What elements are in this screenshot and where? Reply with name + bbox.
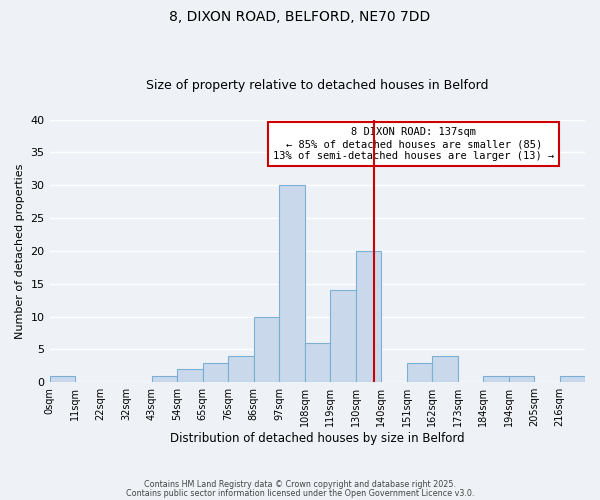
Bar [432,356,458,382]
Bar [305,343,330,382]
Bar [50,376,75,382]
Bar [228,356,254,382]
Bar [254,316,279,382]
Text: 8 DIXON ROAD: 137sqm
← 85% of detached houses are smaller (85)
13% of semi-detac: 8 DIXON ROAD: 137sqm ← 85% of detached h… [273,128,554,160]
Bar [560,376,585,382]
Bar [509,376,534,382]
Bar [330,290,356,382]
Bar [407,362,432,382]
Bar [483,376,509,382]
Bar [152,376,177,382]
Bar [279,185,305,382]
Text: Contains HM Land Registry data © Crown copyright and database right 2025.: Contains HM Land Registry data © Crown c… [144,480,456,489]
Bar [177,369,203,382]
Text: 8, DIXON ROAD, BELFORD, NE70 7DD: 8, DIXON ROAD, BELFORD, NE70 7DD [169,10,431,24]
Y-axis label: Number of detached properties: Number of detached properties [15,163,25,338]
Bar [203,362,228,382]
Bar [356,251,381,382]
Text: Contains public sector information licensed under the Open Government Licence v3: Contains public sector information licen… [126,490,474,498]
Title: Size of property relative to detached houses in Belford: Size of property relative to detached ho… [146,79,488,92]
X-axis label: Distribution of detached houses by size in Belford: Distribution of detached houses by size … [170,432,464,445]
